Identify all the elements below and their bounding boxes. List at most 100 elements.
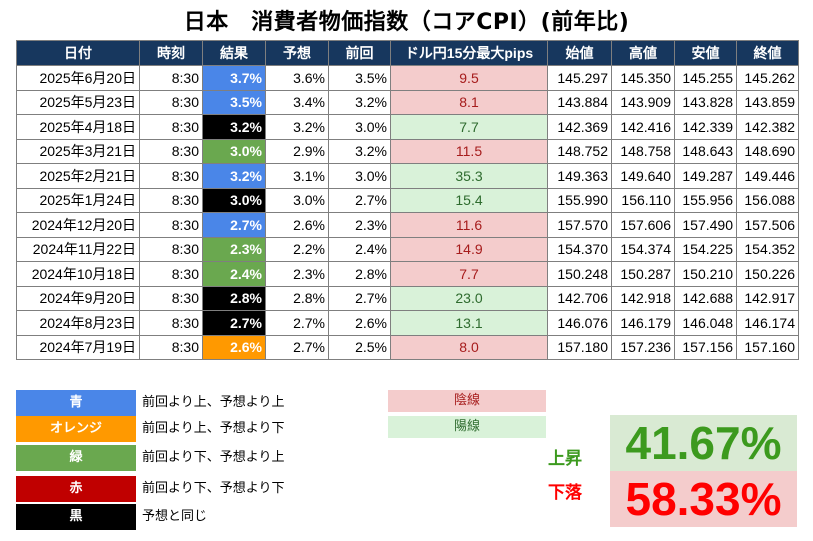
column-header: 終値 bbox=[736, 40, 799, 66]
previous-cell: 3.5% bbox=[328, 65, 391, 91]
forecast-cell: 2.2% bbox=[265, 236, 329, 262]
down-percentage: 58.33% bbox=[610, 471, 797, 527]
low-cell: 143.828 bbox=[674, 89, 737, 115]
legend-color-chip: 緑 bbox=[16, 445, 136, 471]
column-header: 安値 bbox=[674, 40, 737, 66]
high-cell: 149.640 bbox=[611, 163, 675, 189]
legend-description: 前回より上、予想より上 bbox=[142, 395, 285, 410]
date-cell: 2025年6月20日 bbox=[16, 65, 140, 91]
previous-cell: 2.5% bbox=[328, 334, 391, 360]
open-cell: 150.248 bbox=[547, 261, 612, 287]
pips-cell: 7.7 bbox=[390, 114, 548, 140]
column-header: 前回 bbox=[328, 40, 391, 66]
forecast-cell: 2.9% bbox=[265, 138, 329, 164]
result-cell: 2.8% bbox=[202, 285, 266, 311]
result-cell: 2.3% bbox=[202, 236, 266, 262]
date-cell: 2024年7月19日 bbox=[16, 334, 140, 360]
open-cell: 146.076 bbox=[547, 310, 612, 336]
up-label: 上昇 bbox=[548, 449, 582, 469]
open-cell: 142.369 bbox=[547, 114, 612, 140]
open-cell: 145.297 bbox=[547, 65, 612, 91]
table-row: 2024年11月22日 8:30 2.3% 2.2% 2.4% 14.9 154.370 15… bbox=[16, 236, 799, 262]
result-cell: 2.6% bbox=[202, 334, 266, 360]
low-cell: 142.688 bbox=[674, 285, 737, 311]
low-cell: 155.956 bbox=[674, 187, 737, 213]
close-cell: 145.262 bbox=[736, 65, 799, 91]
forecast-cell: 3.2% bbox=[265, 114, 329, 140]
forecast-cell: 2.7% bbox=[265, 334, 329, 360]
date-cell: 2025年3月21日 bbox=[16, 138, 140, 164]
pips-cell: 8.0 bbox=[390, 334, 548, 360]
result-cell: 2.4% bbox=[202, 261, 266, 287]
open-cell: 155.990 bbox=[547, 187, 612, 213]
previous-cell: 2.3% bbox=[328, 212, 391, 238]
forecast-cell: 3.1% bbox=[265, 163, 329, 189]
time-cell: 8:30 bbox=[139, 236, 203, 262]
forecast-cell: 2.3% bbox=[265, 261, 329, 287]
high-cell: 145.350 bbox=[611, 65, 675, 91]
legend-description: 予想と同じ bbox=[142, 509, 208, 524]
previous-cell: 2.6% bbox=[328, 310, 391, 336]
column-header: 時刻 bbox=[139, 40, 203, 66]
low-cell: 146.048 bbox=[674, 310, 737, 336]
close-cell: 154.352 bbox=[736, 236, 799, 262]
low-cell: 149.287 bbox=[674, 163, 737, 189]
table-row: 2025年5月23日 8:30 3.5% 3.4% 3.2% 8.1 143.884 143.… bbox=[16, 89, 799, 115]
table-row: 2025年4月18日 8:30 3.2% 3.2% 3.0% 7.7 142.369 142.… bbox=[16, 114, 799, 140]
high-cell: 148.758 bbox=[611, 138, 675, 164]
table-row: 2025年1月24日 8:30 3.0% 3.0% 2.7% 15.4 155.990 156… bbox=[16, 187, 799, 213]
low-cell: 145.255 bbox=[674, 65, 737, 91]
pips-cell: 15.4 bbox=[390, 187, 548, 213]
low-cell: 148.643 bbox=[674, 138, 737, 164]
close-cell: 143.859 bbox=[736, 89, 799, 115]
column-header: 始値 bbox=[547, 40, 612, 66]
previous-cell: 2.8% bbox=[328, 261, 391, 287]
column-header: 予想 bbox=[265, 40, 329, 66]
date-cell: 2024年8月23日 bbox=[16, 310, 140, 336]
date-cell: 2024年9月20日 bbox=[16, 285, 140, 311]
previous-cell: 2.4% bbox=[328, 236, 391, 262]
time-cell: 8:30 bbox=[139, 65, 203, 91]
pips-cell: 13.1 bbox=[390, 310, 548, 336]
time-cell: 8:30 bbox=[139, 261, 203, 287]
date-cell: 2025年2月21日 bbox=[16, 163, 140, 189]
time-cell: 8:30 bbox=[139, 138, 203, 164]
table-row: 2025年6月20日 8:30 3.7% 3.6% 3.5% 9.5 145.297 145.… bbox=[16, 65, 799, 91]
candle-legend-yin: 陰線 bbox=[388, 390, 546, 412]
pips-cell: 23.0 bbox=[390, 285, 548, 311]
column-header: ドル円15分最大pips bbox=[390, 40, 548, 66]
time-cell: 8:30 bbox=[139, 163, 203, 189]
table-row: 2024年10月18日 8:30 2.4% 2.3% 2.8% 7.7 150.248 150… bbox=[16, 261, 799, 287]
result-cell: 3.5% bbox=[202, 89, 266, 115]
table-row: 2024年7月19日 8:30 2.6% 2.7% 2.5% 8.0 157.180 157.… bbox=[16, 334, 799, 360]
time-cell: 8:30 bbox=[139, 114, 203, 140]
up-percentage: 41.67% bbox=[610, 415, 797, 471]
pips-cell: 9.5 bbox=[390, 65, 548, 91]
pips-cell: 35.3 bbox=[390, 163, 548, 189]
high-cell: 146.179 bbox=[611, 310, 675, 336]
open-cell: 157.570 bbox=[547, 212, 612, 238]
table-body: 2025年6月20日 8:30 3.7% 3.6% 3.5% 9.5 145.297 145.… bbox=[16, 65, 799, 360]
open-cell: 143.884 bbox=[547, 89, 612, 115]
high-cell: 157.236 bbox=[611, 334, 675, 360]
previous-cell: 3.2% bbox=[328, 89, 391, 115]
date-cell: 2024年12月20日 bbox=[16, 212, 140, 238]
forecast-cell: 2.6% bbox=[265, 212, 329, 238]
forecast-cell: 2.7% bbox=[265, 310, 329, 336]
legend-description: 前回より上、予想より下 bbox=[142, 421, 285, 436]
legend-color-chip: 青 bbox=[16, 390, 136, 416]
result-cell: 3.0% bbox=[202, 138, 266, 164]
low-cell: 150.210 bbox=[674, 261, 737, 287]
date-cell: 2025年1月24日 bbox=[16, 187, 140, 213]
result-cell: 3.2% bbox=[202, 114, 266, 140]
high-cell: 150.287 bbox=[611, 261, 675, 287]
low-cell: 157.156 bbox=[674, 334, 737, 360]
forecast-cell: 3.0% bbox=[265, 187, 329, 213]
result-cell: 2.7% bbox=[202, 310, 266, 336]
pips-cell: 11.5 bbox=[390, 138, 548, 164]
table-row: 2024年8月23日 8:30 2.7% 2.7% 2.6% 13.1 146.076 146… bbox=[16, 310, 799, 336]
close-cell: 149.446 bbox=[736, 163, 799, 189]
pips-cell: 14.9 bbox=[390, 236, 548, 262]
open-cell: 157.180 bbox=[547, 334, 612, 360]
cpi-table: 日付 時刻 結果 予想 前回 ドル円15分最大pips 始値 高値 安値 終値 2025年6月20… bbox=[16, 40, 799, 360]
